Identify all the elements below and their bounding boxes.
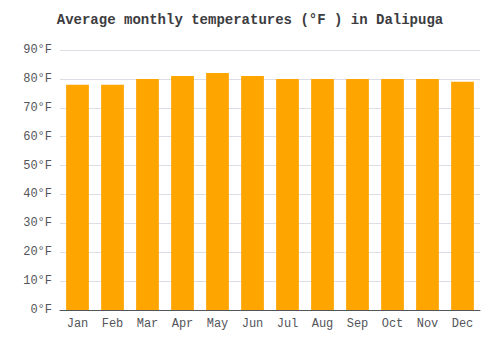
svg-text:Feb: Feb — [102, 317, 124, 331]
svg-text:Sep: Sep — [347, 317, 369, 331]
svg-text:Average monthly temperatures (: Average monthly temperatures (°F ) in Da… — [57, 12, 444, 28]
svg-text:Jun: Jun — [242, 317, 264, 331]
svg-text:Mar: Mar — [137, 317, 159, 331]
svg-text:40°F: 40°F — [23, 187, 52, 201]
svg-text:80°F: 80°F — [23, 72, 52, 86]
svg-text:0°F: 0°F — [30, 303, 52, 317]
svg-text:Apr: Apr — [172, 317, 194, 331]
svg-text:50°F: 50°F — [23, 159, 52, 173]
svg-text:Jan: Jan — [67, 317, 89, 331]
svg-text:Nov: Nov — [417, 317, 439, 331]
svg-text:90°F: 90°F — [23, 43, 52, 57]
svg-text:10°F: 10°F — [23, 274, 52, 288]
svg-text:70°F: 70°F — [23, 101, 52, 115]
svg-text:May: May — [207, 317, 229, 331]
svg-text:60°F: 60°F — [23, 130, 52, 144]
svg-text:Dec: Dec — [452, 317, 474, 331]
svg-text:Oct: Oct — [382, 317, 404, 331]
svg-text:20°F: 20°F — [23, 245, 52, 259]
svg-text:30°F: 30°F — [23, 216, 52, 230]
svg-text:Jul: Jul — [277, 317, 299, 331]
svg-text:Aug: Aug — [312, 317, 334, 331]
